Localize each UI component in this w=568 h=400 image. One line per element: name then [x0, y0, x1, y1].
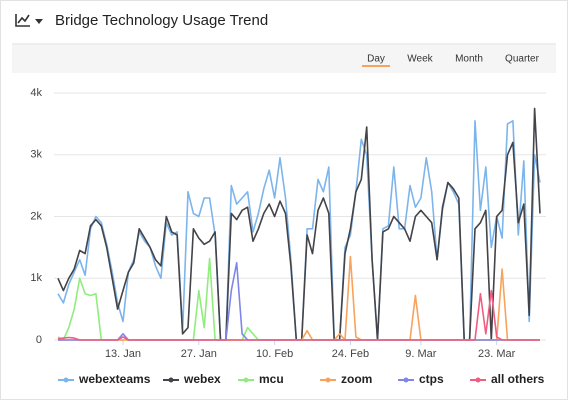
tab[interactable]: Day [367, 54, 385, 65]
legend-label: zoom [341, 372, 372, 386]
legend-label: all others [491, 372, 545, 386]
x-tick-label: 24. Feb [332, 348, 369, 360]
y-tick-label: 0 [36, 334, 42, 346]
legend-dot [243, 377, 249, 383]
icon-axis [15, 14, 30, 27]
chart-icon[interactable] [15, 14, 43, 27]
x-tick-label: 9. Mar [405, 348, 437, 360]
tabs: Day Week Month Quarter [362, 54, 540, 67]
tab[interactable]: Quarter [505, 54, 540, 65]
x-tick-label: 10. Feb [256, 348, 293, 360]
plot: 0 1k 2k 3k 4k 13. Jan 27. Jan 10. Feb 24. Feb 9. … [30, 87, 546, 360]
series-line [57, 289, 540, 341]
y-tick-label: 2k [30, 210, 42, 222]
y-tick-label: 4k [30, 87, 42, 99]
legend-item[interactable]: mcu [238, 372, 284, 386]
legend-item[interactable]: zoom [320, 372, 372, 386]
y-tick-label: 1k [30, 272, 42, 284]
legend-item[interactable]: ctps [398, 372, 444, 386]
legend-item[interactable]: all others [470, 372, 545, 386]
legend-dot [475, 377, 481, 383]
icon-caret [35, 19, 43, 24]
legend-label: ctps [419, 372, 444, 386]
legend-dot [168, 377, 174, 383]
legend-dot [325, 377, 331, 383]
legend-label: webexteams [78, 372, 151, 386]
legend-label: webex [183, 372, 221, 386]
x-tick-label: 13. Jan [105, 348, 141, 360]
legend-dot [403, 377, 409, 383]
legend-item[interactable]: webexteams [58, 372, 151, 386]
tab[interactable]: Month [455, 54, 483, 65]
x-tick-label: 27. Jan [181, 348, 217, 360]
tab[interactable]: Week [407, 54, 433, 65]
legend-item[interactable]: webex [163, 372, 221, 386]
legend-dot [63, 377, 69, 383]
chart-title: Bridge Technology Usage Trend [55, 12, 268, 29]
legend-label: mcu [259, 372, 284, 386]
y-tick-label: 3k [30, 149, 42, 161]
icon-line [17, 14, 30, 24]
x-tick-label: 23. Mar [478, 348, 516, 360]
toolbar [12, 45, 556, 73]
